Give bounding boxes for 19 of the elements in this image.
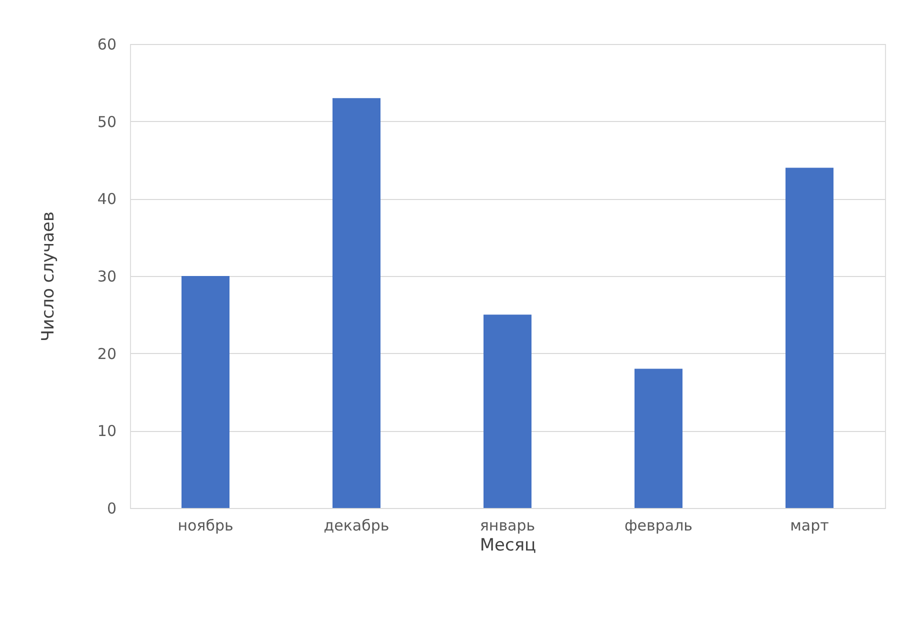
y-tick-label: 20	[97, 344, 116, 363]
x-tick-label: март	[790, 516, 830, 534]
x-tick-label: январь	[480, 516, 536, 534]
y-tick-label: 60	[97, 36, 116, 54]
x-tick-label: февраль	[624, 516, 693, 534]
bar	[182, 276, 230, 508]
x-axis-title: Месяц	[480, 536, 536, 556]
bar	[484, 314, 532, 508]
bar	[332, 98, 380, 508]
y-tick-label: 40	[97, 190, 116, 208]
x-tick-label: декабрь	[324, 516, 390, 534]
y-tick-label: 50	[97, 112, 116, 131]
y-tick-label: 30	[97, 268, 116, 286]
y-tick-label: 0	[106, 500, 116, 518]
y-axis-title: Число случаев	[38, 212, 58, 342]
y-tick-label: 10	[97, 422, 116, 440]
x-tick-label: ноябрь	[178, 516, 234, 534]
bar	[634, 368, 682, 508]
bar	[786, 168, 834, 508]
